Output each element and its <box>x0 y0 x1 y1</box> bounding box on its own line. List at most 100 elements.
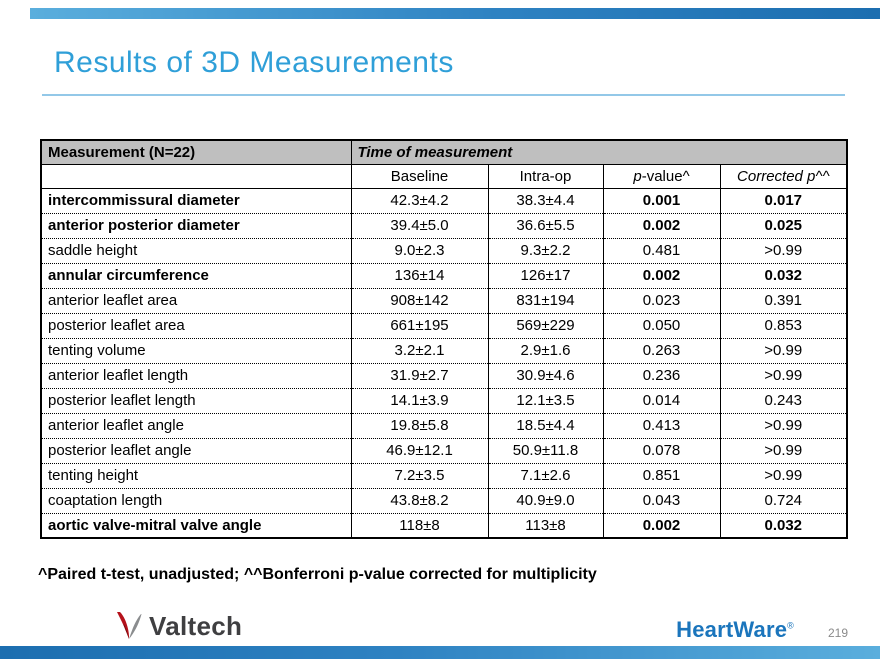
intraop-value: 50.9±11.8 <box>487 438 603 464</box>
corrected-p-value: 0.853 <box>719 313 848 339</box>
measurement-label: intercommissural diameter <box>41 188 351 214</box>
corrected-p-value: 0.017 <box>719 188 848 214</box>
heartware-wordmark: HeartWare <box>676 617 788 642</box>
table-row: anterior posterior diameter 39.4±5.0 36.… <box>41 213 848 239</box>
baseline-value: 14.1±3.9 <box>350 388 488 414</box>
p-value: 0.236 <box>602 363 720 389</box>
p-symbol: p <box>633 167 642 185</box>
valtech-logo: Valtech <box>112 610 242 642</box>
measurement-label: anterior leaflet length <box>41 363 351 389</box>
measurement-label: posterior leaflet area <box>41 313 351 339</box>
intraop-value: 38.3±4.4 <box>487 188 603 214</box>
corrected-p-value: >0.99 <box>719 438 848 464</box>
p-value: 0.023 <box>602 288 720 314</box>
measurement-label: tenting height <box>41 463 351 489</box>
intraop-value: 7.1±2.6 <box>487 463 603 489</box>
table-row: anterior leaflet angle 19.8±5.8 18.5±4.4… <box>41 413 848 439</box>
footnote: ^Paired t-test, unadjusted; ^^Bonferroni… <box>38 566 597 583</box>
table-row: tenting volume 3.2±2.1 2.9±1.6 0.263 >0.… <box>41 338 848 364</box>
registered-mark: ® <box>787 620 794 631</box>
measurement-label: coaptation length <box>41 488 351 514</box>
baseline-value: 31.9±2.7 <box>350 363 488 389</box>
p-value: 0.078 <box>602 438 720 464</box>
table-row: anterior leaflet area 908±142 831±194 0.… <box>41 288 848 314</box>
p-value: 0.014 <box>602 388 720 414</box>
baseline-value: 661±195 <box>350 313 488 339</box>
intraop-value: 831±194 <box>487 288 603 314</box>
corrected-p-value: 0.724 <box>719 488 848 514</box>
baseline-value: 39.4±5.0 <box>350 213 488 239</box>
baseline-value: 7.2±3.5 <box>350 463 488 489</box>
table-row: anterior leaflet length 31.9±2.7 30.9±4.… <box>41 363 848 389</box>
measurement-label: anterior posterior diameter <box>41 213 351 239</box>
page-title: Results of 3D Measurements <box>54 46 454 79</box>
corrected-p-column-header: Corrected p^^ <box>719 164 848 189</box>
measurement-label: annular circumference <box>41 263 351 289</box>
corrected-p-value: >0.99 <box>719 238 848 264</box>
measurement-label: posterior leaflet length <box>41 388 351 414</box>
intraop-value: 2.9±1.6 <box>487 338 603 364</box>
measurement-column-header: Measurement (N=22) <box>41 140 351 165</box>
measurement-label: posterior leaflet angle <box>41 438 351 464</box>
intraop-column-header: Intra-op <box>487 164 603 189</box>
corrected-p-value: 0.032 <box>719 263 848 289</box>
time-of-measurement-header: Time of measurement <box>350 140 848 165</box>
measurements-table: Measurement (N=22) Time of measurement B… <box>40 139 849 539</box>
intraop-value: 36.6±5.5 <box>487 213 603 239</box>
corrected-p-value: 0.032 <box>719 513 848 538</box>
corrected-p-value: >0.99 <box>719 413 848 439</box>
corrected-p-value: >0.99 <box>719 363 848 389</box>
p-value: 0.050 <box>602 313 720 339</box>
bottom-accent-bar <box>0 646 880 659</box>
p-value-suffix: -value^ <box>641 167 690 185</box>
measurement-label: tenting volume <box>41 338 351 364</box>
heartware-logo: HeartWare® <box>676 617 794 643</box>
p-value: 0.043 <box>602 488 720 514</box>
table-row: coaptation length 43.8±8.2 40.9±9.0 0.04… <box>41 488 848 514</box>
corrected-p-value: >0.99 <box>719 338 848 364</box>
table-row: posterior leaflet angle 46.9±12.1 50.9±1… <box>41 438 848 464</box>
baseline-value: 118±8 <box>350 513 488 538</box>
p-value-column-header: p-value^ <box>602 164 720 189</box>
intraop-value: 113±8 <box>487 513 603 538</box>
baseline-value: 908±142 <box>350 288 488 314</box>
baseline-column-header: Baseline <box>350 164 488 189</box>
table-header-row-2: Baseline Intra-op p-value^ Corrected p^^ <box>41 164 848 189</box>
intraop-value: 40.9±9.0 <box>487 488 603 514</box>
empty-header-cell <box>41 164 351 189</box>
measurement-label: aortic valve-mitral valve angle <box>48 516 262 534</box>
top-accent-bar <box>30 8 880 19</box>
table-row: posterior leaflet area 661±195 569±229 0… <box>41 313 848 339</box>
baseline-value: 136±14 <box>350 263 488 289</box>
page-number: 219 <box>827 626 848 640</box>
table-header-row-1: Measurement (N=22) Time of measurement <box>41 140 848 165</box>
table-row: tenting height 7.2±3.5 7.1±2.6 0.851 >0.… <box>41 463 848 489</box>
p-value: 0.263 <box>602 338 720 364</box>
table-header: Measurement (N=22) Time of measurement B… <box>41 140 848 189</box>
p-value: 0.413 <box>602 413 720 439</box>
p-value: 0.002 <box>602 213 720 239</box>
p-value: 0.851 <box>602 463 720 489</box>
table-row: saddle height 9.0±2.3 9.3±2.2 0.481 >0.9… <box>41 238 848 264</box>
corrected-p-value: 0.391 <box>719 288 848 314</box>
p-value: 0.002 <box>602 263 720 289</box>
measurement-label: anterior leaflet angle <box>41 413 351 439</box>
valtech-mark-icon <box>117 612 142 639</box>
baseline-value: 43.8±8.2 <box>350 488 488 514</box>
intraop-value: 569±229 <box>487 313 603 339</box>
intraop-value: 9.3±2.2 <box>487 238 603 264</box>
table-row: intercommissural diameter 42.3±4.2 38.3±… <box>41 188 848 214</box>
intraop-value: 126±17 <box>487 263 603 289</box>
corrected-p-value: 0.025 <box>719 213 848 239</box>
intraop-value: 12.1±3.5 <box>487 388 603 414</box>
p-value: 0.002 <box>602 513 720 538</box>
table-row: posterior leaflet length 14.1±3.9 12.1±3… <box>41 388 848 414</box>
table-row: aortic valve-mitral valve angle 118±8 11… <box>41 513 848 538</box>
table-row: annular circumference 136±14 126±17 0.00… <box>41 263 848 289</box>
corrected-p-value: 0.243 <box>719 388 848 414</box>
baseline-value: 42.3±4.2 <box>350 188 488 214</box>
baseline-value: 9.0±2.3 <box>350 238 488 264</box>
baseline-value: 3.2±2.1 <box>350 338 488 364</box>
baseline-value: 19.8±5.8 <box>350 413 488 439</box>
